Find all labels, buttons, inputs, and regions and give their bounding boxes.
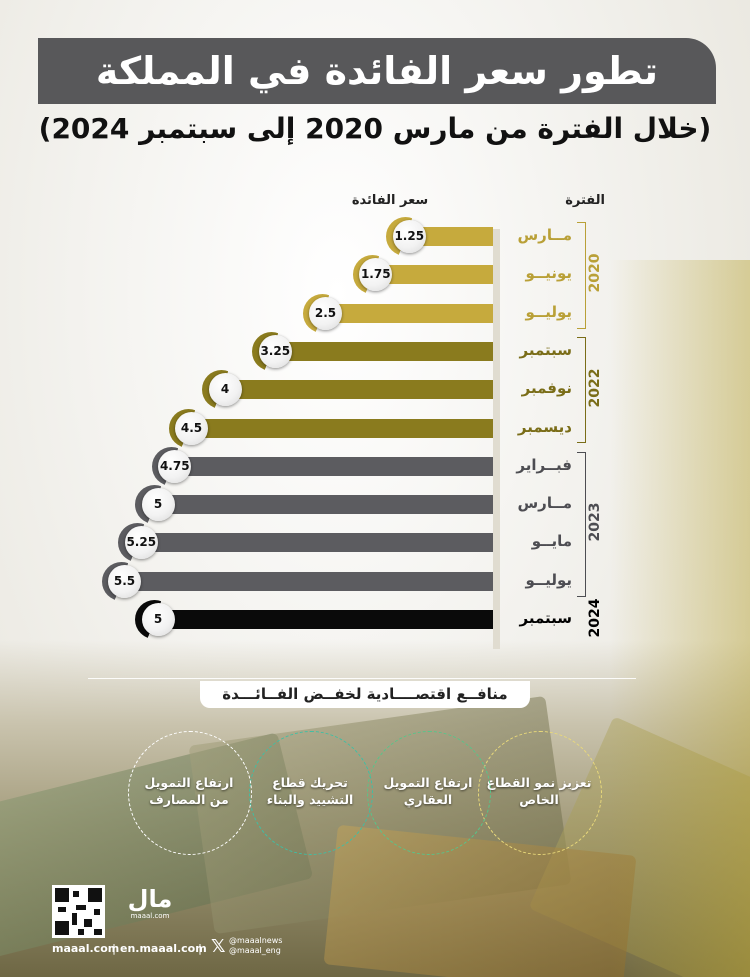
year-label: 2020	[587, 253, 603, 293]
benefit-label: تعزيز نمو القطاع الخاص	[486, 775, 592, 807]
benefit-label: تحريك قطاع التشييد والبناء	[266, 775, 354, 807]
rate-bar	[174, 456, 493, 476]
rate-header: سعر الفائدة	[351, 193, 429, 208]
rate-value-label: 5	[141, 488, 175, 522]
x-logo-icon[interactable]: 𝕏	[211, 936, 226, 957]
maaal-logo: مال maaal.com	[120, 885, 180, 920]
site-link[interactable]: maaal.com	[52, 942, 120, 955]
gold-glow	[610, 260, 750, 977]
twitter-handle-eng[interactable]: @maaal_eng	[229, 946, 281, 955]
logo-text: مال	[127, 885, 173, 913]
page-subtitle: (خلال الفترة من مارس 2020 إلى سبتمبر 202…	[38, 112, 712, 145]
rate-value-label: 4.5	[175, 411, 208, 445]
month-label: مايــو	[531, 532, 572, 551]
month-label: سبتمبر	[519, 609, 572, 627]
rate-value-label: 2.5	[309, 296, 342, 330]
rate-value-label: 4.75	[158, 449, 192, 483]
rate-bar	[225, 380, 493, 400]
logo-subtext: maaal.com	[130, 912, 170, 920]
benefits-divider	[88, 678, 636, 679]
month-label: ديسمبر	[517, 417, 572, 436]
rate-value-label: 4	[208, 373, 242, 407]
rate-bar	[158, 610, 493, 629]
benefit-label: ارتفاع التمويل العقاري	[383, 775, 473, 807]
rate-bar	[141, 533, 493, 553]
chart-axis	[493, 229, 500, 649]
month-label: سبتمبر	[519, 340, 572, 359]
twitter-handle-news[interactable]: @maaalnews	[229, 936, 283, 945]
year-bracket	[577, 451, 586, 597]
rate-value-label: 3.25	[258, 334, 292, 368]
rate-bar	[158, 495, 493, 515]
period-header: الفترة	[565, 193, 605, 208]
benefits-title: منافــع اقتصــــادية لخفــض الفــائـــدة	[200, 681, 530, 708]
year-label: 2023	[587, 502, 603, 542]
year-bracket	[577, 222, 586, 329]
year-bracket	[577, 336, 586, 444]
rate-bar	[375, 265, 493, 285]
rate-value-label: 5.5	[108, 564, 141, 598]
year-label: 2024	[587, 598, 603, 638]
rate-bar	[409, 227, 493, 246]
rate-value-label: 1.75	[359, 258, 393, 292]
month-label: مــارس	[517, 226, 572, 244]
month-label: يونيــو	[525, 264, 572, 283]
benefit-label: ارتفاع التمويل من المصارف	[144, 775, 234, 807]
month-label: يوليــو	[525, 302, 572, 321]
page-title: تطور سعر الفائدة في المملكة	[95, 49, 659, 93]
qr-code-icon	[52, 885, 105, 938]
rate-value-label: 5	[141, 603, 175, 636]
benefit-circle-bank-financing	[128, 731, 252, 855]
title-banner	[38, 38, 716, 104]
rate-value-label: 1.25	[392, 220, 426, 253]
rate-bar	[275, 341, 493, 361]
rate-bar	[191, 418, 493, 438]
month-label: يوليــو	[525, 570, 572, 589]
site-en-link[interactable]: en.maaal.com	[120, 942, 207, 955]
rate-value-label: 5.25	[124, 526, 158, 560]
year-label: 2022	[587, 368, 603, 408]
month-label: فبــراير	[516, 455, 572, 474]
month-label: مــارس	[517, 494, 572, 513]
month-label: نوفمبر	[521, 379, 572, 398]
rate-bar	[325, 303, 493, 323]
rate-bar	[124, 571, 493, 591]
